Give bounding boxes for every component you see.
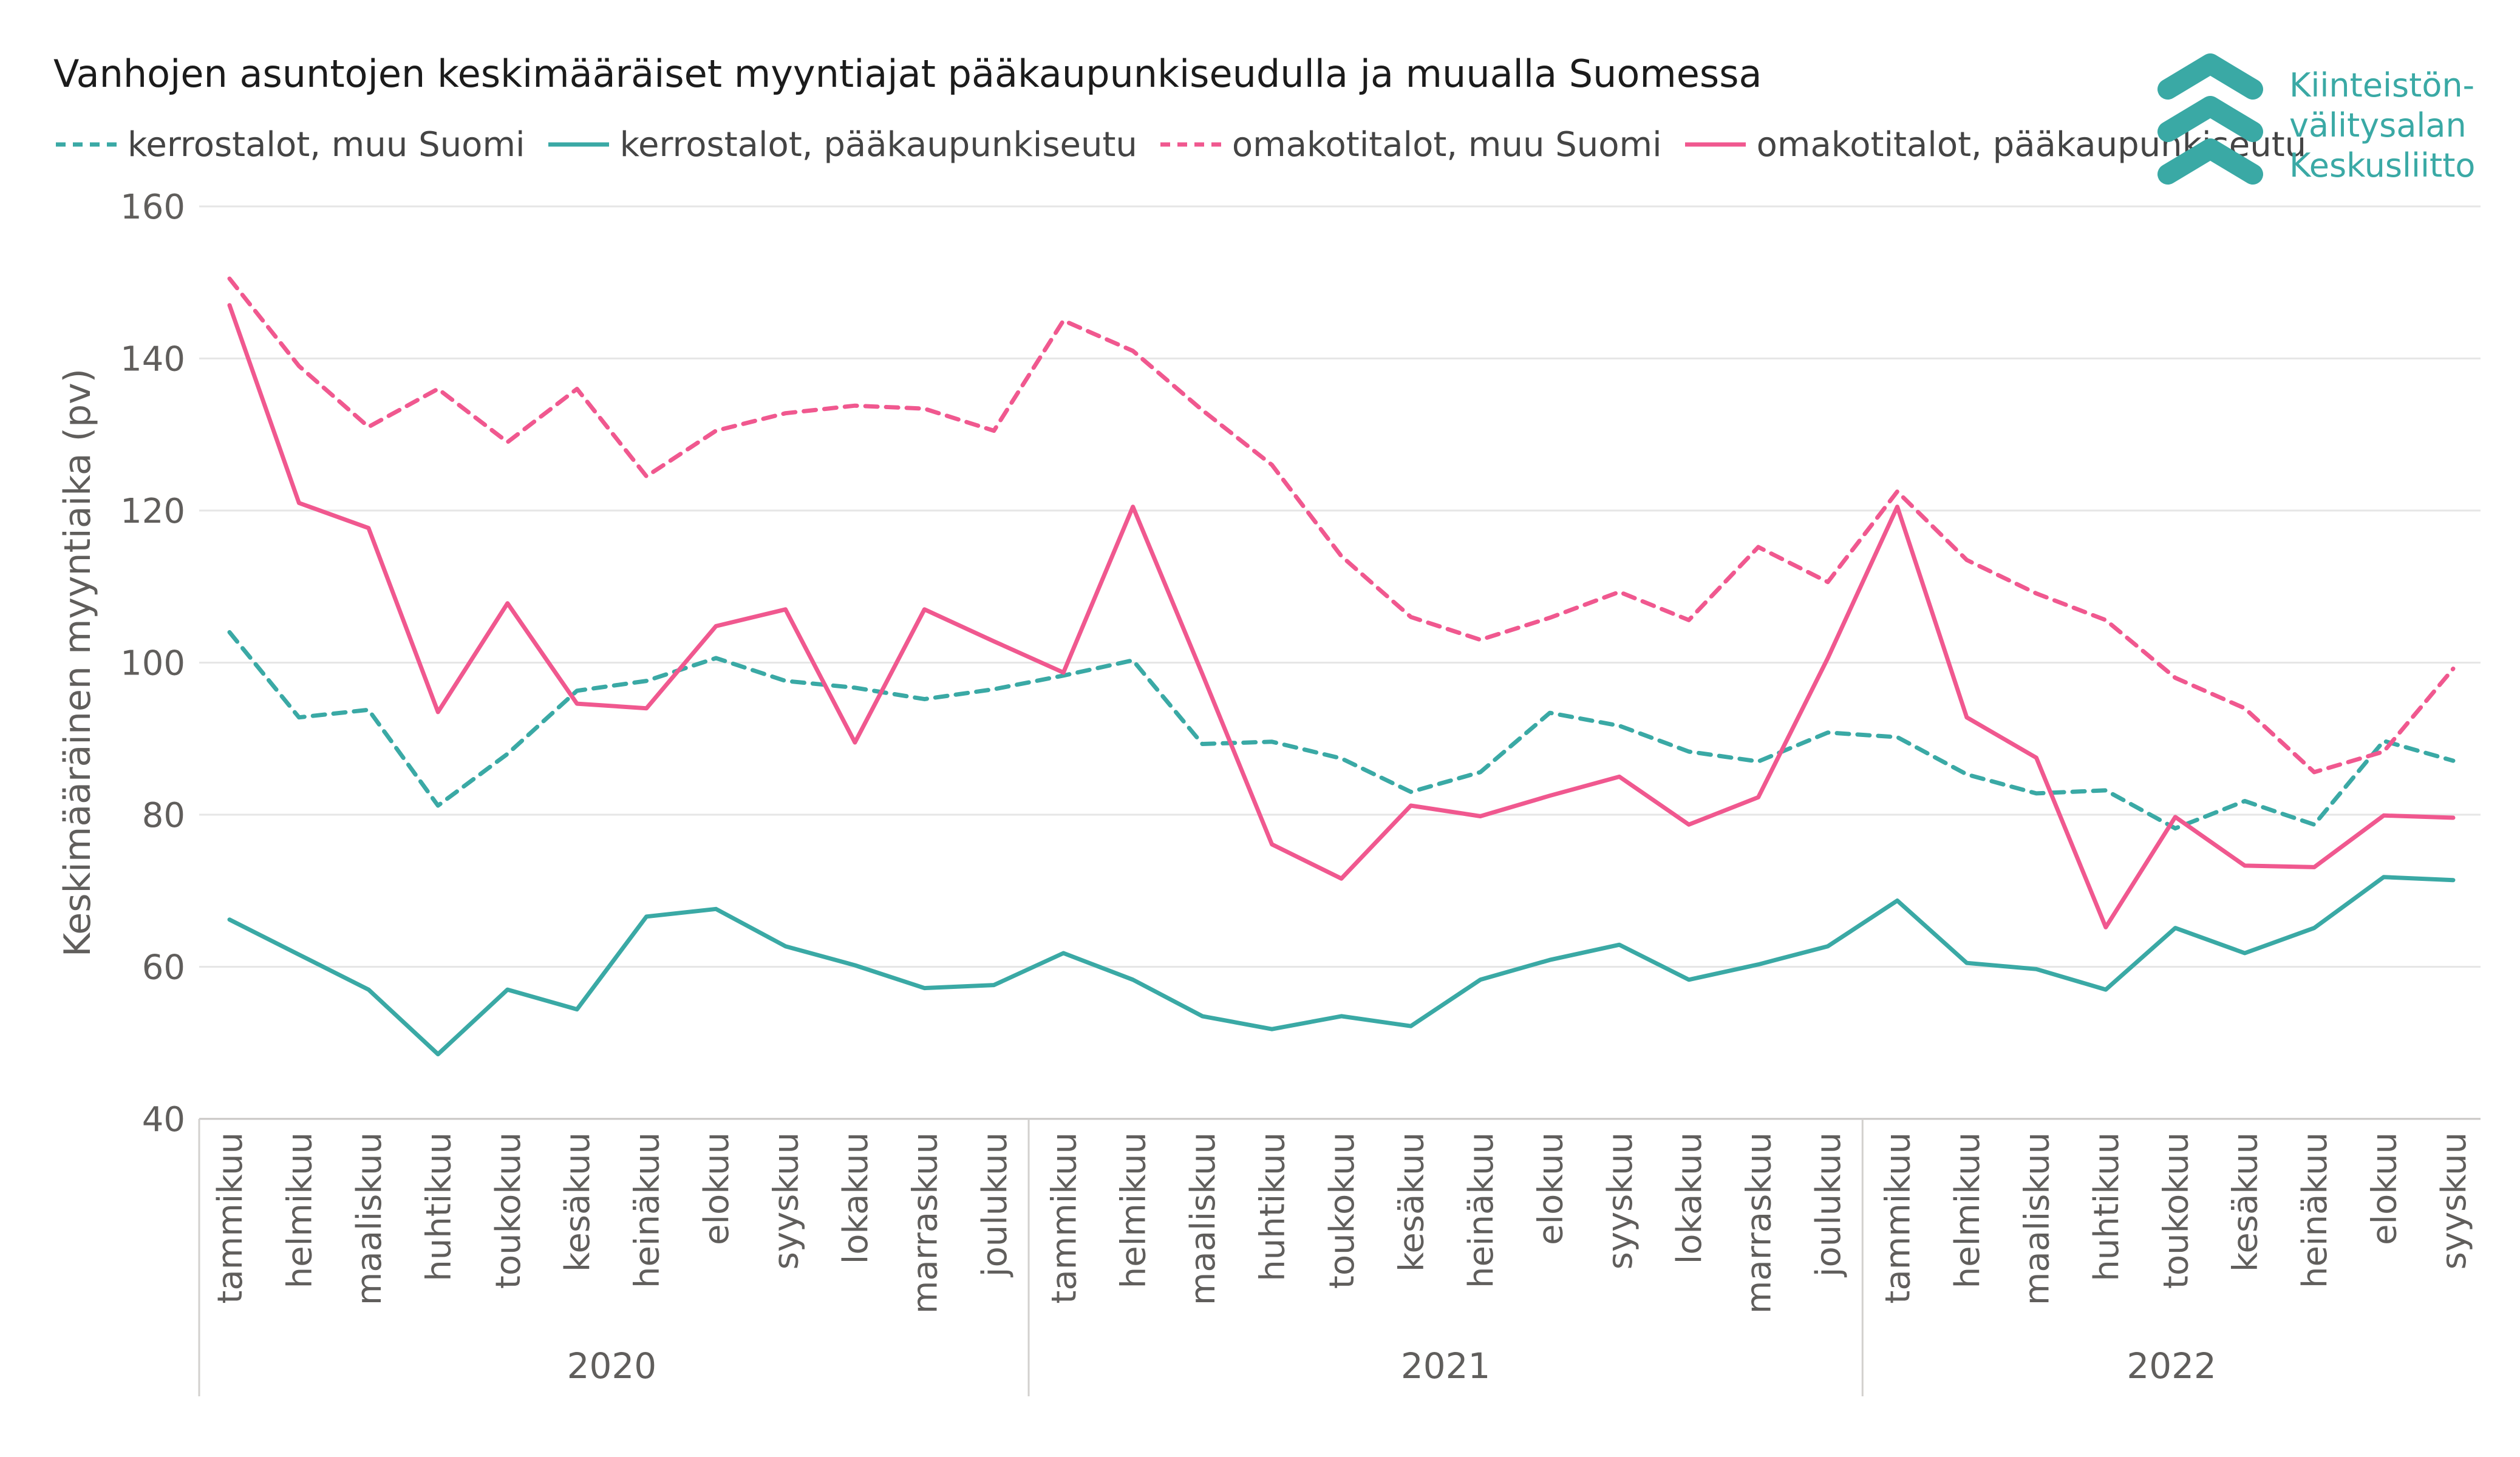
y-tick-label: 100: [120, 644, 185, 684]
y-tick-label: 120: [120, 492, 185, 531]
x-tick-label: joulukuu: [1809, 1132, 1848, 1278]
logo-line-3: Keskusliitto: [2289, 146, 2476, 185]
y-tick-label: 60: [142, 948, 185, 988]
x-tick-label: tammikuu: [211, 1132, 250, 1304]
y-tick-label: 140: [120, 340, 185, 379]
logo-line-2: välitysalan: [2289, 106, 2467, 144]
x-tick-label: tammikuu: [1879, 1132, 1918, 1304]
x-tick-label: kesäkuu: [2226, 1132, 2266, 1272]
x-tick-label: lokakuu: [836, 1132, 876, 1264]
y-axis-title: Keskimääräinen myyntiaika (pv): [56, 368, 99, 957]
logo: [2157, 53, 2263, 185]
x-tick-label: kesäkuu: [558, 1132, 598, 1272]
x-tick-label: toukokuu: [1323, 1132, 1362, 1289]
x-tick-label: heinäkuu: [1462, 1132, 1501, 1288]
y-tick-label: 160: [120, 188, 185, 227]
x-tick-label: maaliskuu: [1183, 1132, 1223, 1305]
y-tick-label: 80: [142, 796, 185, 835]
x-tick-label: marraskuu: [1740, 1132, 1779, 1314]
series-line: [227, 276, 2456, 775]
logo-chevron-3: [2157, 138, 2263, 185]
y-tick-label: 40: [142, 1100, 185, 1139]
legend-item[interactable]: kerrostalot, pääkaupunkiseutu: [546, 125, 1137, 165]
x-tick-label: syyskuu: [1601, 1132, 1640, 1269]
legend-item[interactable]: kerrostalot, muu Suomi: [53, 125, 525, 165]
chevron-up-stack-icon: [2157, 53, 2263, 185]
x-tick-label: heinäkuu: [628, 1132, 667, 1288]
x-tick-label: joulukuu: [975, 1132, 1015, 1278]
series-line: [227, 303, 2456, 929]
logo-line-1: Kiinteistön-: [2289, 66, 2475, 104]
series-line: [227, 875, 2456, 1056]
x-tick-label: helmikuu: [280, 1132, 319, 1288]
x-tick-label: heinäkuu: [2295, 1132, 2335, 1288]
legend-label: omakotitalot, muu Suomi: [1231, 124, 1662, 165]
x-tick-label: syyskuu: [767, 1132, 806, 1269]
x-tick-label: elokuu: [1531, 1132, 1570, 1245]
year-label: 2022: [2127, 1345, 2216, 1387]
x-tick-label: marraskuu: [905, 1132, 945, 1314]
x-tick-label: syyskuu: [2434, 1132, 2474, 1269]
legend-swatch: [1684, 142, 1746, 147]
x-tick-label: helmikuu: [1114, 1132, 1154, 1288]
legend-item[interactable]: omakotitalot, muu Suomi: [1158, 125, 1662, 165]
x-tick-label: huhtikuu: [419, 1132, 458, 1282]
logo-chevron-1: [2157, 53, 2263, 100]
x-tick-label: huhtikuu: [1253, 1132, 1293, 1282]
x-tick-label: toukokuu: [2156, 1132, 2196, 1289]
x-tick-label: elokuu: [697, 1132, 737, 1245]
x-tick-label: maaliskuu: [2017, 1132, 2057, 1305]
legend-label: kerrostalot, pääkaupunkiseutu: [619, 124, 1137, 165]
legend-swatch: [548, 142, 609, 147]
x-tick-label: maaliskuu: [350, 1132, 389, 1305]
x-tick-label: toukokuu: [489, 1132, 528, 1289]
series-line: [227, 630, 2456, 830]
logo-chevron-2: [2157, 96, 2263, 142]
legend-label: kerrostalot, muu Suomi: [128, 124, 525, 165]
x-tick-label: kesäkuu: [1392, 1132, 1431, 1272]
x-tick-label: huhtikuu: [2087, 1132, 2127, 1282]
year-label: 2020: [567, 1345, 657, 1387]
x-tick-label: elokuu: [2365, 1132, 2405, 1245]
x-tick-label: lokakuu: [1670, 1132, 1709, 1264]
logo-text: Kiinteistön- välitysalan Keskusliitto: [2289, 66, 2475, 186]
year-label: 2021: [1401, 1345, 1491, 1387]
chart-title: Vanhojen asuntojen keskimääräiset myynti…: [53, 52, 1762, 96]
x-tick-label: helmikuu: [1948, 1132, 1987, 1288]
x-tick-label: tammikuu: [1044, 1132, 1084, 1304]
